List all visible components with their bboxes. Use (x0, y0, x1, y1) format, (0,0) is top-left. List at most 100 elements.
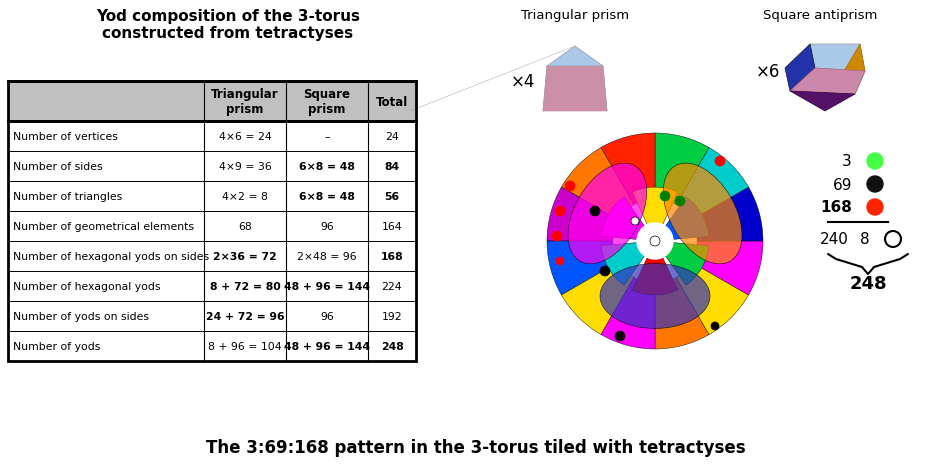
Polygon shape (840, 45, 865, 95)
Wedge shape (655, 278, 709, 349)
Circle shape (600, 267, 610, 277)
Wedge shape (547, 241, 619, 296)
Text: 168: 168 (381, 251, 404, 261)
Circle shape (631, 218, 639, 226)
Text: 48 + 96 = 144: 48 + 96 = 144 (284, 281, 370, 291)
Circle shape (552, 231, 562, 241)
Text: 56: 56 (385, 192, 400, 201)
Ellipse shape (568, 164, 646, 264)
Text: 24 + 72 = 96: 24 + 72 = 96 (206, 311, 285, 321)
Polygon shape (790, 69, 865, 95)
Text: Number of yods: Number of yods (13, 341, 100, 351)
Polygon shape (547, 47, 603, 67)
Circle shape (711, 322, 719, 330)
Wedge shape (655, 134, 709, 205)
Circle shape (867, 199, 883, 216)
Circle shape (650, 237, 660, 247)
Polygon shape (655, 241, 709, 286)
Text: 4×9 = 36: 4×9 = 36 (219, 162, 271, 172)
Text: Number of hexagonal yods: Number of hexagonal yods (13, 281, 161, 291)
Bar (8, 182, 416, 211)
Bar (8, 152, 416, 182)
Text: 24: 24 (386, 132, 399, 142)
Circle shape (885, 231, 901, 248)
Text: 6×8 = 48: 6×8 = 48 (299, 192, 355, 201)
Text: Number of geometrical elements: Number of geometrical elements (13, 221, 194, 231)
Text: 8 + 72 = 80: 8 + 72 = 80 (209, 281, 281, 291)
Text: 96: 96 (320, 221, 334, 231)
Polygon shape (543, 67, 607, 112)
Wedge shape (691, 241, 763, 296)
Text: –: – (325, 132, 329, 142)
Bar (8, 301, 416, 331)
Bar (8, 331, 416, 361)
Text: 84: 84 (385, 162, 400, 172)
Text: 6×8 = 48: 6×8 = 48 (299, 162, 355, 172)
Text: 8: 8 (861, 232, 870, 247)
Bar (8, 82, 416, 361)
Circle shape (675, 197, 685, 207)
Text: 48 + 96 = 144: 48 + 96 = 144 (284, 341, 370, 351)
Polygon shape (810, 45, 865, 72)
Polygon shape (785, 45, 815, 92)
Wedge shape (601, 278, 655, 349)
Circle shape (867, 177, 883, 193)
Bar (8, 271, 416, 301)
Wedge shape (676, 262, 748, 335)
Text: Number of hexagonal yods on sides: Number of hexagonal yods on sides (13, 251, 209, 261)
Wedge shape (601, 134, 655, 205)
Circle shape (660, 192, 670, 201)
Bar (8, 241, 416, 271)
Text: 96: 96 (320, 311, 334, 321)
Wedge shape (547, 188, 619, 241)
Text: Triangular prism: Triangular prism (521, 9, 629, 22)
Circle shape (556, 258, 564, 266)
Ellipse shape (600, 264, 710, 329)
Circle shape (715, 157, 725, 167)
Text: 3: 3 (843, 154, 852, 169)
Wedge shape (562, 148, 634, 220)
Circle shape (637, 224, 673, 259)
Bar (8, 122, 416, 152)
Text: Square antiprism: Square antiprism (763, 9, 877, 22)
Circle shape (867, 154, 883, 169)
Text: 248: 248 (381, 341, 404, 351)
Text: 69: 69 (832, 177, 852, 192)
Text: Triangular
prism: Triangular prism (211, 88, 279, 116)
Wedge shape (676, 148, 748, 220)
Text: 68: 68 (238, 221, 252, 231)
Text: Number of sides: Number of sides (13, 162, 103, 172)
Circle shape (565, 182, 575, 192)
Text: Number of yods on sides: Number of yods on sides (13, 311, 149, 321)
Polygon shape (632, 241, 678, 295)
Polygon shape (655, 198, 709, 241)
Text: Yod composition of the 3-torus
constructed from tetractyses: Yod composition of the 3-torus construct… (96, 9, 360, 41)
Circle shape (614, 200, 696, 282)
Text: 224: 224 (382, 281, 403, 291)
Text: 192: 192 (382, 311, 403, 321)
Text: ×6: ×6 (756, 63, 781, 81)
Text: Square
prism: Square prism (304, 88, 350, 116)
Text: The 3:69:168 pattern in the 3-torus tiled with tetractyses: The 3:69:168 pattern in the 3-torus tile… (207, 438, 745, 456)
Text: 8 + 96 = 104: 8 + 96 = 104 (208, 341, 282, 351)
Text: Total: Total (376, 95, 408, 108)
Polygon shape (602, 198, 655, 241)
Polygon shape (602, 241, 655, 286)
Text: 2×48 = 96: 2×48 = 96 (297, 251, 357, 261)
Polygon shape (632, 188, 678, 241)
Wedge shape (691, 188, 763, 241)
Text: Number of vertices: Number of vertices (13, 132, 118, 142)
Ellipse shape (664, 164, 742, 264)
Text: 2×36 = 72: 2×36 = 72 (213, 251, 277, 261)
Text: 4×6 = 24: 4×6 = 24 (219, 132, 271, 142)
Bar (8, 82, 416, 122)
Circle shape (615, 331, 625, 341)
Text: 248: 248 (849, 275, 887, 292)
Circle shape (590, 207, 600, 217)
Wedge shape (562, 262, 634, 335)
Text: 240: 240 (820, 232, 848, 247)
Circle shape (555, 207, 565, 217)
Bar (8, 211, 416, 241)
Text: 168: 168 (820, 200, 852, 215)
Text: ×4: ×4 (511, 73, 535, 91)
